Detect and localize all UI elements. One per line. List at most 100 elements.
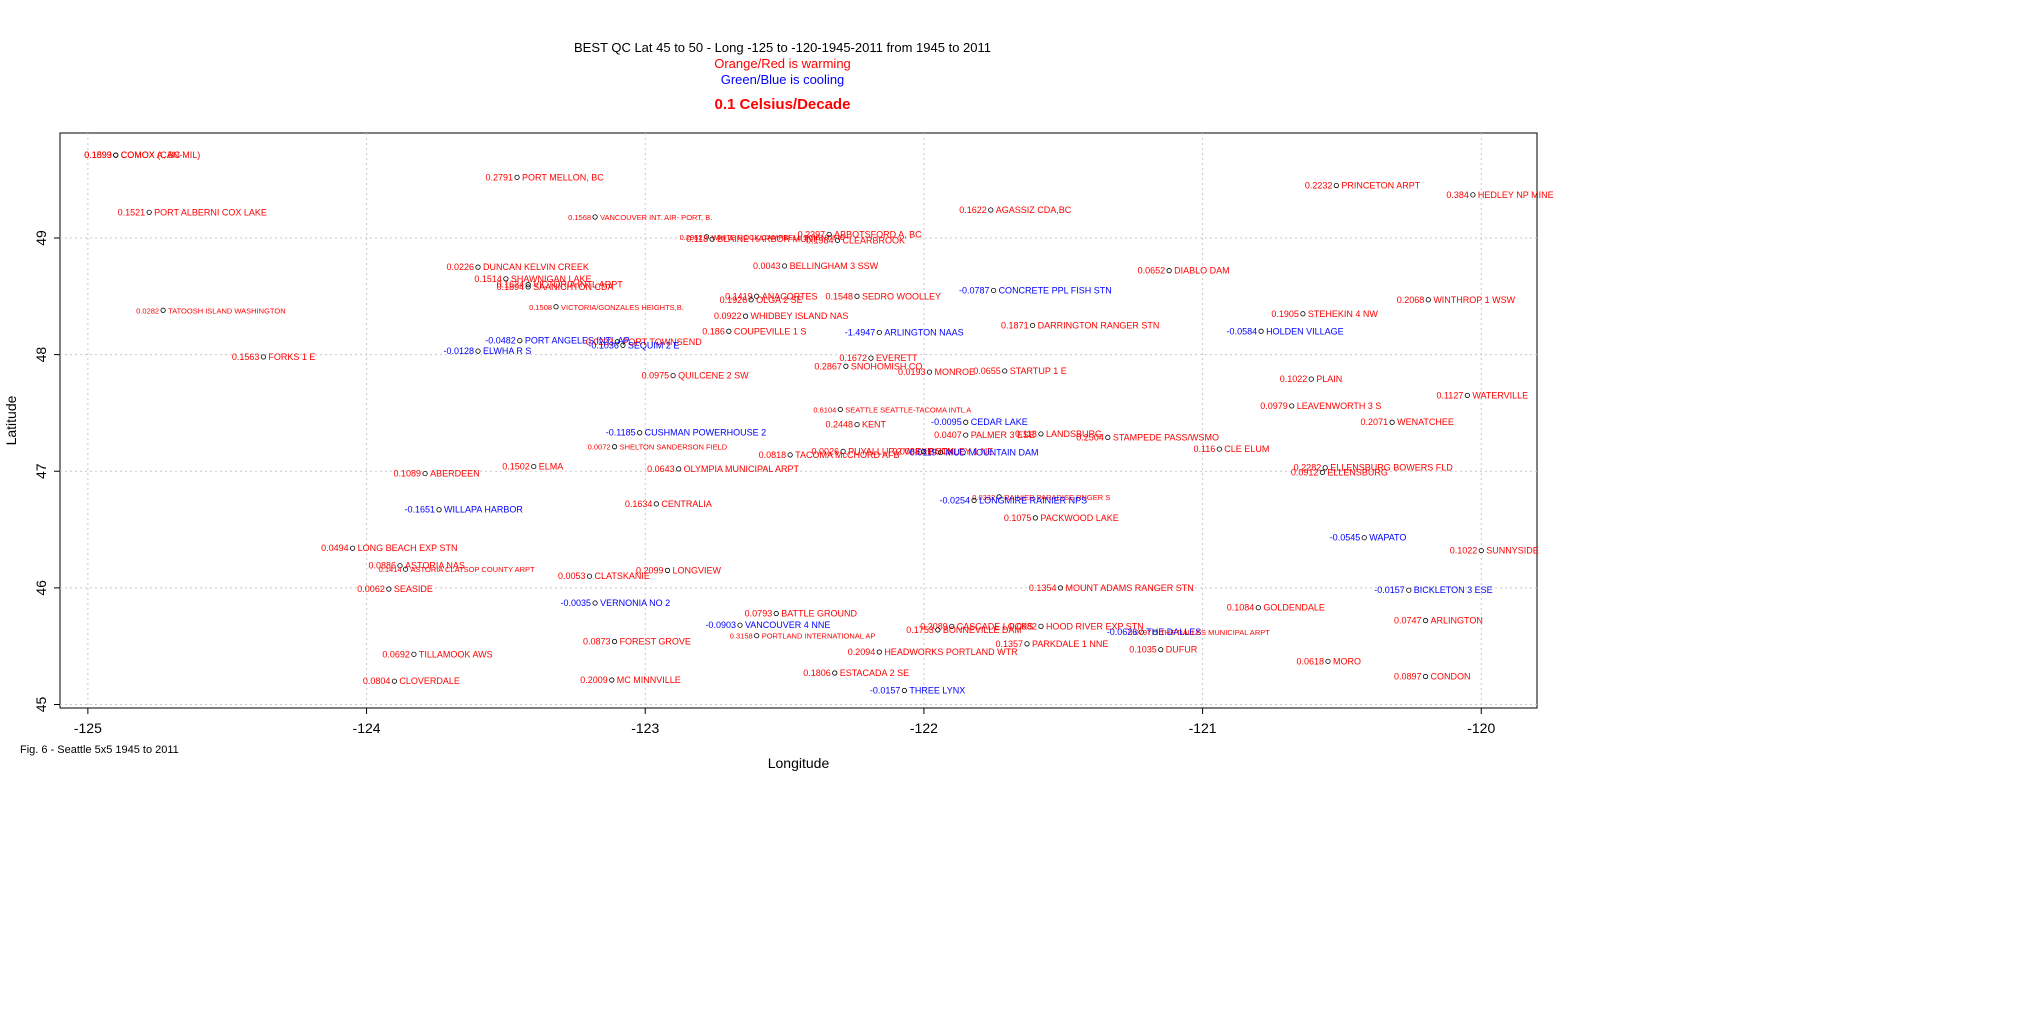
station-name: HEADWORKS PORTLAND WTR [884, 647, 1018, 657]
station-name: COMOX A, BC [121, 150, 181, 160]
station-name: KENT [862, 420, 887, 430]
station-name: VANCOUVER INT. AIR- PORT, B. [600, 213, 712, 222]
station-point [935, 627, 941, 633]
station-point [726, 328, 732, 334]
station-point [1464, 392, 1470, 399]
station-point [1333, 182, 1339, 189]
station-value: 0.1871 [1001, 320, 1029, 330]
station-name: LEAVENWORTH 3 S [1297, 401, 1382, 411]
station-point [868, 355, 874, 361]
station-point [1216, 446, 1222, 452]
station-point [748, 297, 754, 303]
station-point [592, 600, 598, 606]
station-point [1158, 647, 1164, 653]
station-name: SNOHOMISH CO [851, 361, 923, 371]
station-value: 0.2504 [1076, 432, 1104, 442]
station-name: CUSHMAN POWERHOUSE 2 [645, 428, 767, 438]
station-value: 0.1568 [568, 213, 591, 222]
station-point [843, 363, 849, 369]
station-value: 0.0975 [642, 371, 670, 381]
station-point [553, 304, 559, 310]
data-points: 0.1599 COMOX (CAN-MIL) 0.1893 COMOX A, BC 0.… [84, 150, 1553, 695]
station-name: CEDAR LAKE [971, 417, 1028, 427]
station-value: 0.0407 [934, 430, 962, 440]
station-name: WATERVILLE [1472, 390, 1528, 400]
station-name: MONROE [934, 367, 975, 377]
chart-title: BEST QC Lat 45 to 50 - Long -125 to -120… [574, 40, 991, 55]
station-point [840, 448, 846, 455]
station-value: 0.2867 [814, 361, 842, 371]
station-point [854, 293, 860, 299]
y-tick-label: 47 [33, 463, 49, 479]
station-value: 0.1022 [1450, 546, 1478, 556]
station-point [260, 354, 267, 360]
station-point [609, 677, 615, 683]
station-point [832, 670, 838, 676]
station-name: SEQUIM 2 E [628, 340, 680, 350]
station-value: 0.116 [1193, 444, 1215, 454]
station-value: 0.0655 [973, 366, 1001, 376]
station-name: CLOVERDALE [399, 676, 460, 686]
station-point [614, 339, 620, 345]
station-point [1038, 623, 1044, 629]
station-value: 0.384 [1446, 190, 1469, 200]
plot-frame [59, 132, 1538, 709]
station-name: PORT TOWNSEND [622, 337, 702, 347]
station-name: CONCRETE PPL FISH STN [999, 285, 1112, 295]
station-point [938, 449, 944, 456]
station-value: 0.1514 [474, 274, 502, 284]
station-name: THE DALLES [1146, 627, 1201, 637]
station-name: PRINCETON ARPT [1341, 180, 1420, 190]
station-value: 0.0282 [136, 306, 159, 315]
station-name: LANDSBURG [1046, 429, 1102, 439]
station-value: 0.2448 [825, 420, 853, 430]
station-name: PALMER 3 ESE [971, 430, 1035, 440]
x-tick-label: -121 [1189, 720, 1217, 736]
legend-cooling: Green/Blue is cooling [720, 72, 845, 87]
station-value: -0.0545 [1330, 533, 1361, 543]
station-point [963, 432, 969, 438]
station-value: 0.2397 [798, 229, 826, 239]
y-tick-label: 49 [33, 230, 49, 246]
station-name: ELLENSBURG BOWERS FLD [1330, 463, 1453, 473]
station-value: 0.0804 [363, 676, 391, 686]
station-point [709, 236, 715, 242]
station-name: OLYMPIA MUNICIPAL ARPT [684, 464, 800, 474]
station-point [926, 369, 933, 375]
station-value: 0.1084 [1227, 603, 1255, 613]
x-tick-label: -125 [74, 720, 102, 736]
station-name: FOREST GROVE [620, 637, 691, 647]
station-point [1255, 605, 1261, 611]
station-point [1024, 641, 1030, 647]
station-value: 0.2089 [920, 621, 948, 631]
station-name: LONGMIRE RAINIER NPS [979, 495, 1087, 505]
station-value: 0.1502 [502, 462, 530, 472]
station-point [1422, 673, 1429, 680]
station-value: 0.0912 [1291, 467, 1319, 477]
station-point [787, 452, 793, 458]
station-name: PORT ALBERNI COX LAKE [154, 207, 267, 217]
station-name: BONNEVILLE DAM [943, 625, 1022, 635]
station-point [411, 651, 417, 657]
station-value: -1.4947 [845, 327, 876, 337]
station-value: 0.1414 [379, 565, 402, 574]
station-value: 0.0618 [1296, 656, 1324, 666]
station-name: STAMPEDE PASS/WSMO [1113, 432, 1219, 442]
x-axis-label: Longitude [768, 755, 830, 771]
x-tick-label: -123 [631, 720, 659, 736]
station-point [525, 282, 531, 288]
station-name: ASTORIA CLATSOP COUNTY ARPT [411, 565, 535, 574]
station-name: PLAIN [1316, 374, 1342, 384]
station-value: -0.0584 [1227, 326, 1258, 336]
station-name: HOLDEN VILLAGE [1266, 326, 1344, 336]
x-tick-label: -122 [910, 720, 938, 736]
station-name: VICTORIA/GONZALES HEIGHTS,B. [561, 303, 684, 312]
station-name: PACKWOOD LAKE [1040, 513, 1118, 523]
station-name: VICTORIA INTL ARPT [533, 280, 623, 290]
station-value: -0.1185 [606, 428, 636, 438]
station-name: CASCADE LOCKS [957, 621, 1034, 631]
station-value: 0.0897 [1394, 672, 1422, 682]
station-value: 0.0818 [759, 450, 787, 460]
y-tick-label: 48 [33, 347, 49, 363]
